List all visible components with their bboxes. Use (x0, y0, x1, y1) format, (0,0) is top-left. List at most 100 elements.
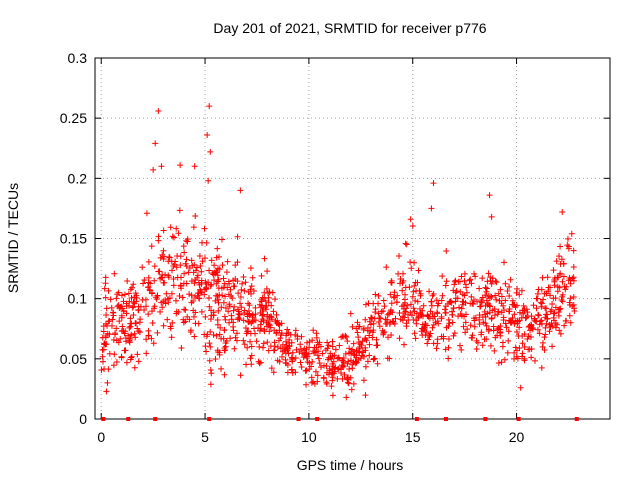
data-point (283, 332, 290, 339)
data-point (429, 292, 436, 299)
data-point (570, 294, 577, 301)
data-point (324, 339, 331, 346)
data-point (552, 304, 559, 311)
data-point (136, 329, 143, 336)
data-point (201, 225, 208, 232)
data-point (118, 312, 125, 319)
data-point (367, 321, 374, 328)
data-point (283, 338, 290, 345)
data-point (483, 336, 490, 343)
data-point (385, 334, 392, 341)
data-point (128, 332, 135, 339)
y-tick-label: 0.05 (60, 351, 87, 367)
data-point (492, 292, 499, 299)
data-point (212, 270, 219, 277)
data-point (113, 358, 120, 365)
data-point (284, 326, 291, 333)
data-point (192, 212, 199, 219)
data-point (563, 283, 570, 290)
data-point (292, 355, 299, 362)
data-point (225, 308, 232, 315)
data-point (386, 321, 393, 328)
data-point (129, 304, 136, 311)
y-tick-label: 0.25 (60, 110, 87, 126)
data-point (270, 369, 277, 376)
data-point (267, 313, 274, 320)
data-point (558, 296, 565, 303)
data-point (118, 353, 125, 360)
data-point (362, 316, 369, 323)
data-point (386, 310, 393, 317)
y-tick-label: 0 (79, 411, 87, 427)
data-point (505, 337, 512, 344)
data-point (145, 327, 152, 334)
data-point (265, 347, 272, 354)
data-point (388, 277, 395, 284)
data-point (255, 358, 262, 365)
data-point (170, 234, 177, 241)
data-point (99, 358, 106, 365)
data-point (245, 300, 252, 307)
data-point (388, 332, 395, 339)
data-point (358, 342, 365, 349)
data-point (541, 346, 548, 353)
data-point (183, 280, 190, 287)
data-point (320, 374, 327, 381)
data-point (512, 304, 519, 311)
x-tick-label: 20 (509, 429, 525, 445)
data-point (554, 283, 561, 290)
data-point (353, 354, 360, 361)
data-point (324, 356, 331, 363)
data-point (478, 331, 485, 338)
data-point (395, 270, 402, 277)
data-point (476, 312, 483, 319)
data-point (495, 360, 502, 367)
data-point (547, 292, 554, 299)
data-point (198, 277, 205, 284)
data-point (418, 328, 425, 335)
data-point (467, 276, 474, 283)
data-point (389, 318, 396, 325)
data-point (483, 297, 490, 304)
data-point (344, 379, 351, 386)
data-point (103, 388, 110, 395)
data-point (439, 292, 446, 299)
data-point (531, 315, 538, 322)
data-point (261, 255, 268, 262)
data-point (559, 298, 566, 305)
data-point (162, 296, 169, 303)
data-point (154, 292, 161, 299)
zero-point (574, 417, 579, 421)
data-point (108, 304, 115, 311)
data-point (507, 276, 514, 283)
data-point (506, 293, 513, 300)
data-point (190, 313, 197, 320)
data-point (370, 356, 377, 363)
data-point (483, 322, 490, 329)
data-point (135, 358, 142, 365)
data-point (457, 342, 464, 349)
outlier-point (237, 187, 244, 194)
data-point (157, 308, 164, 315)
data-point (145, 274, 152, 281)
data-point (208, 257, 215, 264)
zero-point (516, 417, 521, 421)
zero-point (207, 417, 212, 421)
data-point (521, 344, 528, 351)
data-point (350, 340, 357, 347)
data-point (128, 353, 135, 360)
data-point (218, 365, 225, 372)
data-point (292, 369, 299, 376)
data-point (317, 364, 324, 371)
data-point (235, 308, 242, 315)
data-point (181, 270, 188, 277)
data-point (242, 325, 249, 332)
data-point (471, 323, 478, 330)
outlier-point (207, 148, 214, 155)
data-point (360, 325, 367, 332)
data-point (240, 317, 247, 324)
data-point (445, 344, 452, 351)
data-point (276, 358, 283, 365)
data-point (534, 295, 541, 302)
data-point (216, 349, 223, 356)
